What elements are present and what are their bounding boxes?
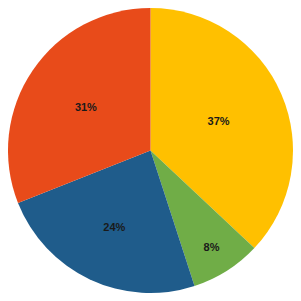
svg-text:37%: 37% bbox=[208, 115, 230, 127]
svg-text:8%: 8% bbox=[204, 241, 220, 253]
svg-text:24%: 24% bbox=[103, 221, 125, 233]
svg-text:31%: 31% bbox=[75, 101, 97, 113]
